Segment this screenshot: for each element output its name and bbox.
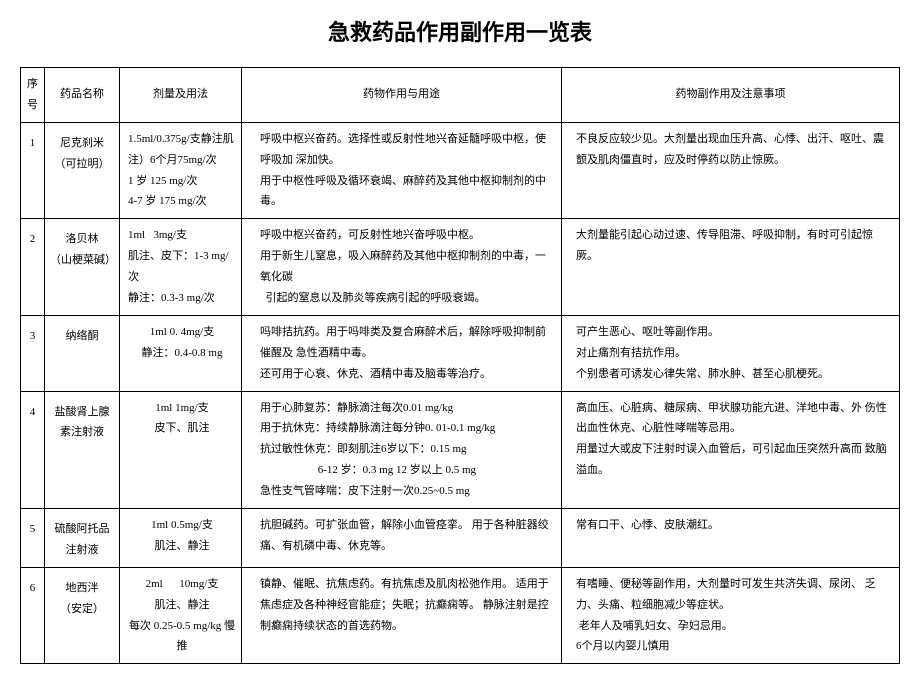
header-effect: 药物作用与用途 [242,68,562,123]
cell-name: 尼克刹米（可拉明） [45,122,120,219]
cell-dosage: 1ml 1mg/支皮下、肌注 [120,391,242,508]
cell-effect: 抗胆碱药。可扩张血管，解除小血管痉挛。 用于各种脏器绞痛、有机磷中毒、休克等。 [242,509,562,568]
cell-seq: 4 [21,391,45,508]
cell-seq: 1 [21,122,45,219]
cell-dosage: 1ml 0. 4mg/支静注：0.4-0.8 mg [120,315,242,391]
cell-dosage: 1ml 0.5mg/支肌注、静注 [120,509,242,568]
cell-dosage: 2ml 10mg/支肌注、静注每次 0.25-0.5 mg/kg 慢推 [120,567,242,664]
cell-seq: 3 [21,315,45,391]
cell-side: 可产生恶心、呕吐等副作用。对止痛剂有拮抗作用。个别患者可诱发心律失常、肺水肿、甚… [562,315,900,391]
header-dosage: 剂量及用法 [120,68,242,123]
cell-seq: 5 [21,509,45,568]
header-seq: 序号 [21,68,45,123]
cell-effect: 吗啡拮抗药。用于吗啡类及复合麻醉术后，解除呼吸抑制前催醒及 急性酒精中毒。还可用… [242,315,562,391]
cell-name: 洛贝林（山梗菜碱） [45,219,120,316]
cell-side: 大剂量能引起心动过速、传导阻滞、呼吸抑制，有时可引起惊厥。 [562,219,900,316]
cell-side: 常有口干、心悸、皮肤潮红。 [562,509,900,568]
table-row: 2洛贝林（山梗菜碱）1ml 3mg/支肌注、皮下：1-3 mg/次静注：0.3-… [21,219,900,316]
cell-name: 硫酸阿托品注射液 [45,509,120,568]
table-row: 5硫酸阿托品注射液1ml 0.5mg/支肌注、静注抗胆碱药。可扩张血管，解除小血… [21,509,900,568]
header-side: 药物副作用及注意事项 [562,68,900,123]
table-row: 6地西泮（安定）2ml 10mg/支肌注、静注每次 0.25-0.5 mg/kg… [21,567,900,664]
cell-seq: 2 [21,219,45,316]
medicine-table: 序号 药品名称 剂量及用法 药物作用与用途 药物副作用及注意事项 1尼克刹米（可… [20,67,900,664]
cell-side: 高血压、心脏病、糖尿病、甲状腺功能亢进、洋地中毒、外 伤性出血性休克、心脏性哮喘… [562,391,900,508]
table-row: 4盐酸肾上腺素注射液1ml 1mg/支皮下、肌注用于心肺复苏：静脉滴注每次0.0… [21,391,900,508]
cell-name: 地西泮（安定） [45,567,120,664]
cell-effect: 呼吸中枢兴奋药。选择性或反射性地兴奋延髓呼吸中枢，使呼吸加 深加快。用于中枢性呼… [242,122,562,219]
cell-effect: 用于心肺复苏：静脉滴注每次0.01 mg/kg用于抗休克：持续静脉滴注每分钟0.… [242,391,562,508]
cell-effect: 镇静、催眠、抗焦虑药。有抗焦虑及肌肉松弛作用。 适用于焦虑症及各种神经官能症；失… [242,567,562,664]
cell-side: 有嗜睡、便秘等副作用，大剂量时可发生共济失调、尿闭、 乏力、头痛、粒细胞减少等症… [562,567,900,664]
cell-dosage: 1ml 3mg/支肌注、皮下：1-3 mg/次静注：0.3-3 mg/次 [120,219,242,316]
table-row: 3纳络酮1ml 0. 4mg/支静注：0.4-0.8 mg吗啡拮抗药。用于吗啡类… [21,315,900,391]
cell-name: 纳络酮 [45,315,120,391]
cell-side: 不良反应较少见。大剂量出现血压升高、心悸、出汗、呕吐、震颤及肌肉僵直时，应及时停… [562,122,900,219]
cell-dosage: 1.5ml/0.375g/支静注肌注）6个月75mg/次1 岁 125 mg/次… [120,122,242,219]
cell-name: 盐酸肾上腺素注射液 [45,391,120,508]
cell-effect: 呼吸中枢兴奋药，可反射性地兴奋呼吸中枢。用于新生儿窒息，吸入麻醉药及其他中枢抑制… [242,219,562,316]
page-title: 急救药品作用副作用一览表 [20,15,900,47]
table-header-row: 序号 药品名称 剂量及用法 药物作用与用途 药物副作用及注意事项 [21,68,900,123]
cell-seq: 6 [21,567,45,664]
header-name: 药品名称 [45,68,120,123]
table-row: 1尼克刹米（可拉明）1.5ml/0.375g/支静注肌注）6个月75mg/次1 … [21,122,900,219]
